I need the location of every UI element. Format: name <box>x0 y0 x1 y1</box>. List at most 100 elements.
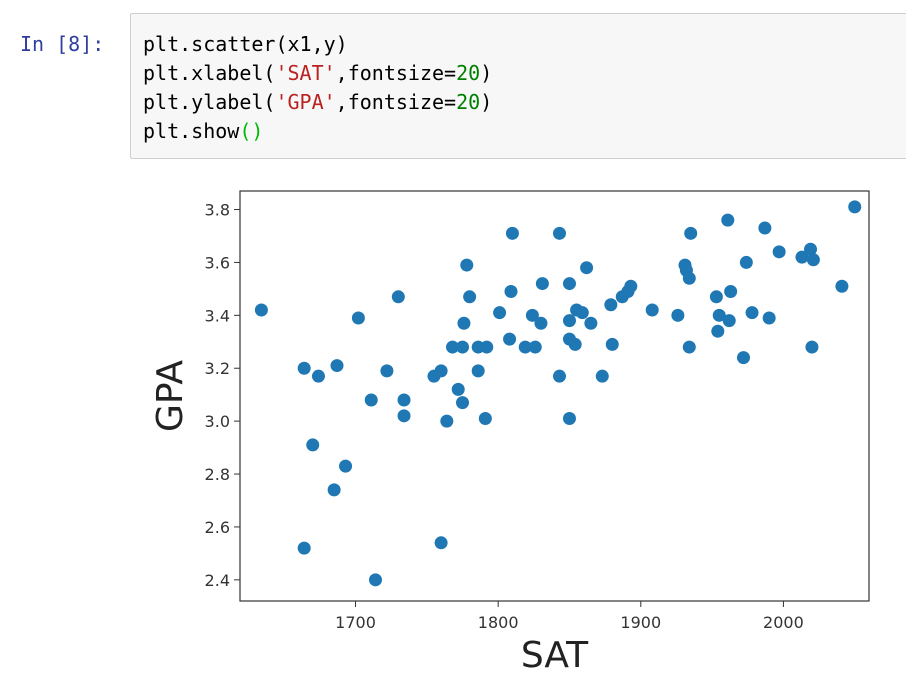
code-line-show: plt.show() <box>143 117 906 146</box>
code-cell-input[interactable]: plt.scatter(x1,y) plt.xlabel('SAT',fonts… <box>130 13 906 159</box>
scatter-point <box>330 359 344 373</box>
x-axis: 1700 1800 1900 2000 <box>335 601 804 632</box>
scatter-point <box>762 311 776 325</box>
scatter-point <box>736 351 750 365</box>
scatter-chart: 1700 1800 1900 2000 2.4 2.6 2.8 3.0 3.2 3.4 3.6 3.… <box>150 190 870 676</box>
scatter-point <box>835 279 849 293</box>
scatter-point <box>518 340 532 354</box>
code-token-parens: () <box>239 119 264 143</box>
code-token-number: 20 <box>456 61 481 85</box>
scatter-points <box>254 200 862 587</box>
code-line-xlabel: plt.xlabel('SAT',fontsize=20) <box>143 59 906 88</box>
scatter-point <box>805 340 819 354</box>
scatter-point <box>671 308 685 322</box>
scatter-point <box>351 311 365 325</box>
y-tick-label: 2.8 <box>205 465 230 484</box>
scatter-point <box>562 314 576 328</box>
scatter-point <box>306 438 320 452</box>
scatter-point <box>297 541 311 555</box>
scatter-point <box>471 364 485 378</box>
scatter-point <box>434 364 448 378</box>
scatter-point <box>552 369 566 383</box>
x-tick-label: 2000 <box>763 613 804 632</box>
scatter-point <box>525 308 539 322</box>
scatter-point <box>709 290 723 304</box>
scatter-point <box>712 308 726 322</box>
scatter-point <box>297 361 311 375</box>
scatter-point <box>562 277 576 291</box>
x-tick-label: 1700 <box>335 613 376 632</box>
scatter-point <box>339 459 353 473</box>
scatter-point <box>535 277 549 291</box>
y-tick-label: 3.4 <box>205 306 230 325</box>
x-axis-label: SAT <box>521 635 589 676</box>
scatter-point <box>580 261 594 275</box>
scatter-point <box>745 306 759 320</box>
scatter-point <box>682 271 696 285</box>
scatter-point <box>456 396 470 410</box>
scatter-point <box>721 213 735 227</box>
code-token-kwarg: ,fontsize= <box>335 90 457 114</box>
cell-output: 1700 1800 1900 2000 2.4 2.6 2.8 3.0 3.2 3.4 3.6 3.… <box>130 170 906 699</box>
y-axis-label: GPA <box>150 360 191 432</box>
scatter-point <box>739 255 753 269</box>
code-token-close: ) <box>480 61 493 85</box>
scatter-point <box>528 340 542 354</box>
x-tick-label: 1800 <box>478 613 519 632</box>
scatter-point <box>806 253 820 267</box>
scatter-point <box>722 314 736 328</box>
scatter-point <box>684 226 698 240</box>
y-tick-label: 2.6 <box>205 518 230 537</box>
scatter-point <box>440 414 454 428</box>
scatter-point <box>504 285 518 299</box>
code-token-string: 'GPA' <box>275 90 336 114</box>
scatter-point <box>254 303 268 317</box>
code-token-fn: plt.scatter <box>143 32 276 56</box>
scatter-point <box>397 409 411 423</box>
scatter-point <box>758 221 772 235</box>
scatter-point <box>311 369 325 383</box>
code-token-fn: plt.show <box>143 119 240 143</box>
y-tick-label: 3.8 <box>205 201 230 220</box>
code-token-close: ) <box>480 90 493 114</box>
code-token-fn: plt.xlabel( <box>143 61 276 85</box>
scatter-point <box>795 250 809 264</box>
scatter-point <box>480 340 494 354</box>
scatter-point <box>460 258 474 272</box>
code-token-number: 20 <box>456 90 481 114</box>
scatter-point <box>604 298 618 312</box>
code-token-kwarg: ,fontsize= <box>335 61 457 85</box>
scatter-point <box>493 306 507 320</box>
code-token-string: 'SAT' <box>275 61 336 85</box>
scatter-point <box>364 393 378 407</box>
scatter-point <box>505 226 519 240</box>
scatter-point <box>624 279 638 293</box>
code-line-ylabel: plt.ylabel('GPA',fontsize=20) <box>143 88 906 117</box>
y-tick-label: 3.2 <box>205 359 230 378</box>
scatter-point <box>391 290 405 304</box>
scatter-point <box>848 200 862 214</box>
scatter-point <box>568 337 582 351</box>
scatter-point <box>772 245 786 259</box>
scatter-point <box>804 242 818 256</box>
scatter-point <box>503 332 517 346</box>
cell-prompt: In [8]: <box>20 32 105 56</box>
scatter-point <box>595 369 609 383</box>
scatter-point <box>451 382 465 396</box>
scatter-point <box>327 483 341 497</box>
scatter-point <box>534 316 548 330</box>
x-tick-label: 1900 <box>620 613 661 632</box>
scatter-point <box>397 393 411 407</box>
plot-frame <box>239 190 870 602</box>
scatter-point <box>562 411 576 425</box>
scatter-point <box>456 340 470 354</box>
scatter-point <box>368 573 382 587</box>
y-axis: 2.4 2.6 2.8 3.0 3.2 3.4 3.6 3.8 <box>205 201 240 590</box>
scatter-point <box>711 324 725 338</box>
code-token-fn: plt.ylabel( <box>143 90 276 114</box>
scatter-point <box>434 536 448 550</box>
scatter-point <box>605 337 619 351</box>
scatter-point <box>584 316 598 330</box>
code-token-args: (x1,y) <box>275 32 348 56</box>
y-tick-label: 3.6 <box>205 253 230 272</box>
